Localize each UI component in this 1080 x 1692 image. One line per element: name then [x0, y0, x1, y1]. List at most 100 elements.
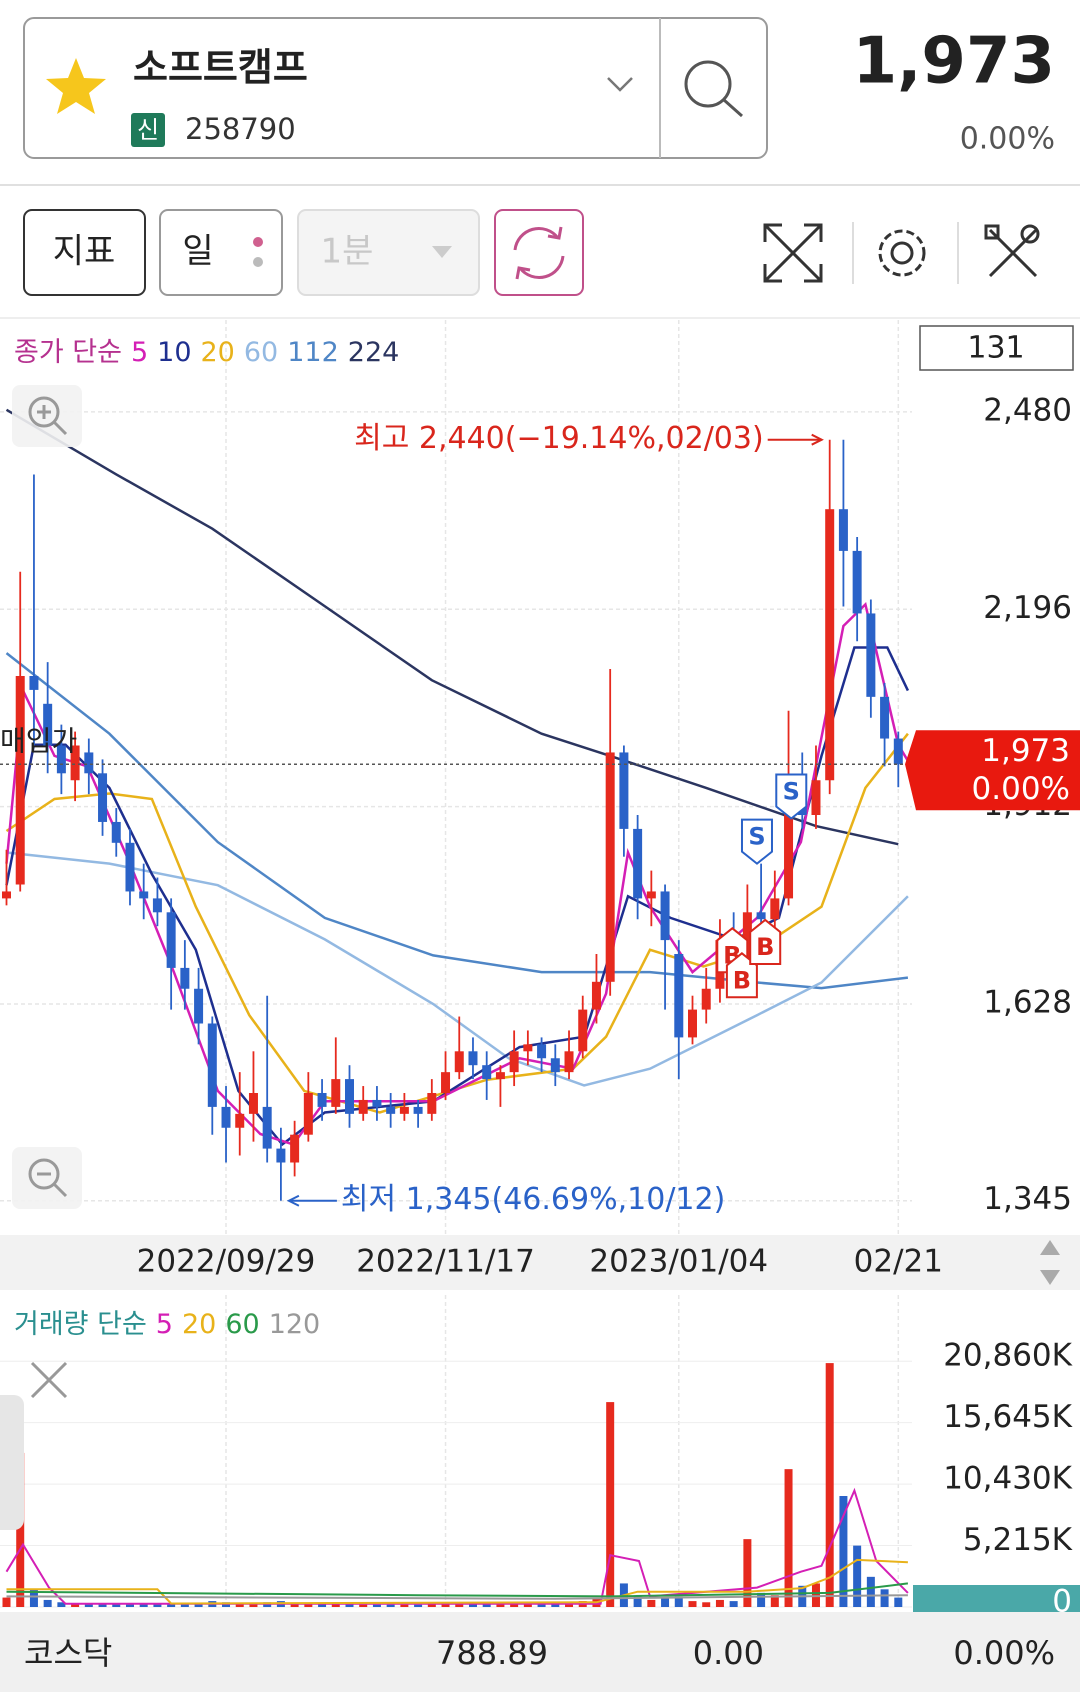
market-name: 코스닥	[24, 1634, 112, 1672]
candle-body	[537, 1044, 547, 1059]
legend-entry: 60	[225, 1309, 259, 1340]
candle-body	[125, 842, 135, 892]
candle-body	[248, 1093, 258, 1114]
dot	[253, 257, 263, 267]
legend-entry: 20	[201, 337, 235, 368]
volume-bar	[71, 1603, 80, 1607]
volume-bar	[359, 1604, 368, 1607]
stock-selector[interactable]	[23, 17, 768, 159]
tools-button[interactable]	[984, 224, 1040, 278]
candle-body	[194, 988, 204, 1024]
candle-body	[523, 1044, 533, 1052]
zoom-out[interactable]	[12, 1147, 82, 1209]
candle-body	[550, 1058, 560, 1073]
volume-bar	[331, 1603, 340, 1607]
legend-entry: 20	[182, 1309, 216, 1340]
refresh-icon	[513, 226, 565, 280]
legend-entry: 112	[287, 337, 339, 368]
candle-body	[454, 1051, 464, 1073]
volume-bar	[743, 1539, 752, 1607]
candle-body	[770, 898, 780, 920]
candle-body	[303, 1093, 313, 1135]
volume-bar	[125, 1603, 134, 1607]
favorite-star[interactable]	[46, 58, 106, 114]
ma-line	[5, 408, 899, 846]
candle-body	[784, 780, 794, 899]
candle-body	[838, 509, 848, 551]
candle-body	[646, 891, 656, 899]
side-tab[interactable]	[0, 1395, 24, 1530]
candle-body	[468, 1051, 478, 1066]
volume-bar	[167, 1603, 176, 1607]
legend-entry: 60	[244, 337, 278, 368]
ma-line	[5, 652, 909, 990]
candle-body	[482, 1065, 492, 1080]
volume-bar	[715, 1599, 724, 1607]
search-button[interactable]	[684, 60, 743, 118]
volume-bar	[647, 1599, 656, 1607]
price-change: 0.00%	[960, 122, 1055, 157]
candle-body	[152, 898, 162, 913]
refresh-button[interactable]	[494, 209, 584, 296]
x-tick-label: 02/21	[854, 1244, 943, 1280]
candle-body	[166, 912, 176, 968]
close-volume[interactable]	[30, 1361, 68, 1399]
signal-marker	[775, 773, 808, 820]
volume-bar	[565, 1603, 574, 1607]
indicator-button[interactable]	[23, 209, 146, 296]
legend-entry: 5	[156, 1309, 173, 1340]
count-box	[919, 325, 1074, 371]
y-tick-label: 2,480	[983, 392, 1072, 428]
volume-bar	[372, 1604, 381, 1607]
stock-name: 소프트캠프	[133, 46, 308, 90]
arrow-head	[286, 1194, 300, 1207]
zoom-in[interactable]	[12, 385, 82, 447]
volume-tick-label: 10,430K	[943, 1461, 1072, 1497]
candle-body	[70, 745, 80, 781]
candle-body	[427, 1093, 437, 1114]
scroll-up[interactable]	[1040, 1240, 1060, 1255]
candle-body	[29, 676, 39, 690]
scroll-down[interactable]	[1040, 1270, 1060, 1285]
annotation: 최고 2,440(−19.14%,02/03)	[354, 421, 764, 456]
fullscreen-button[interactable]	[763, 223, 823, 283]
volume-bar	[482, 1604, 491, 1607]
volume-bar	[468, 1603, 477, 1607]
legend-entry: 224	[348, 337, 400, 368]
volume-bar	[139, 1604, 148, 1607]
volume-bar	[688, 1601, 697, 1607]
signal-marker	[749, 918, 782, 965]
badge-bg	[131, 113, 165, 147]
interval-arrow	[432, 246, 452, 258]
legend-prefix: 거래량 단순	[14, 1309, 147, 1340]
candle-body	[331, 1079, 341, 1107]
indicator-label: 지표	[53, 232, 116, 272]
volume-bar	[16, 1452, 25, 1607]
ma-line	[6, 851, 909, 1087]
interval-button[interactable]	[297, 209, 480, 296]
volume-bar	[853, 1545, 862, 1607]
volume-bar	[84, 1603, 93, 1607]
volume-bar	[674, 1596, 683, 1607]
candle-body	[56, 745, 66, 774]
volume-bar	[427, 1604, 436, 1607]
dot	[253, 237, 263, 247]
candle-body	[345, 1079, 354, 1114]
candle-body	[441, 1072, 451, 1093]
interval-label: 1분	[321, 232, 374, 272]
candle-body	[564, 1051, 574, 1073]
annotation: 최저 1,345(46.69%,10/12)	[341, 1182, 725, 1217]
legend-entry: 10	[157, 337, 191, 368]
period-button[interactable]	[159, 209, 283, 296]
volume-bar	[249, 1603, 258, 1607]
dropdown-chevron[interactable]	[607, 77, 633, 92]
volume-bar	[112, 1604, 121, 1607]
reference-label: 매입가	[0, 724, 77, 757]
volume-tick-label: 0	[1052, 1584, 1072, 1620]
market-rate: 0.00%	[953, 1634, 1055, 1672]
volume-bar	[194, 1603, 203, 1607]
volume-bar	[345, 1604, 354, 1607]
candle-body	[372, 1099, 382, 1107]
candle-body	[852, 550, 862, 614]
settings-button[interactable]	[878, 229, 926, 277]
